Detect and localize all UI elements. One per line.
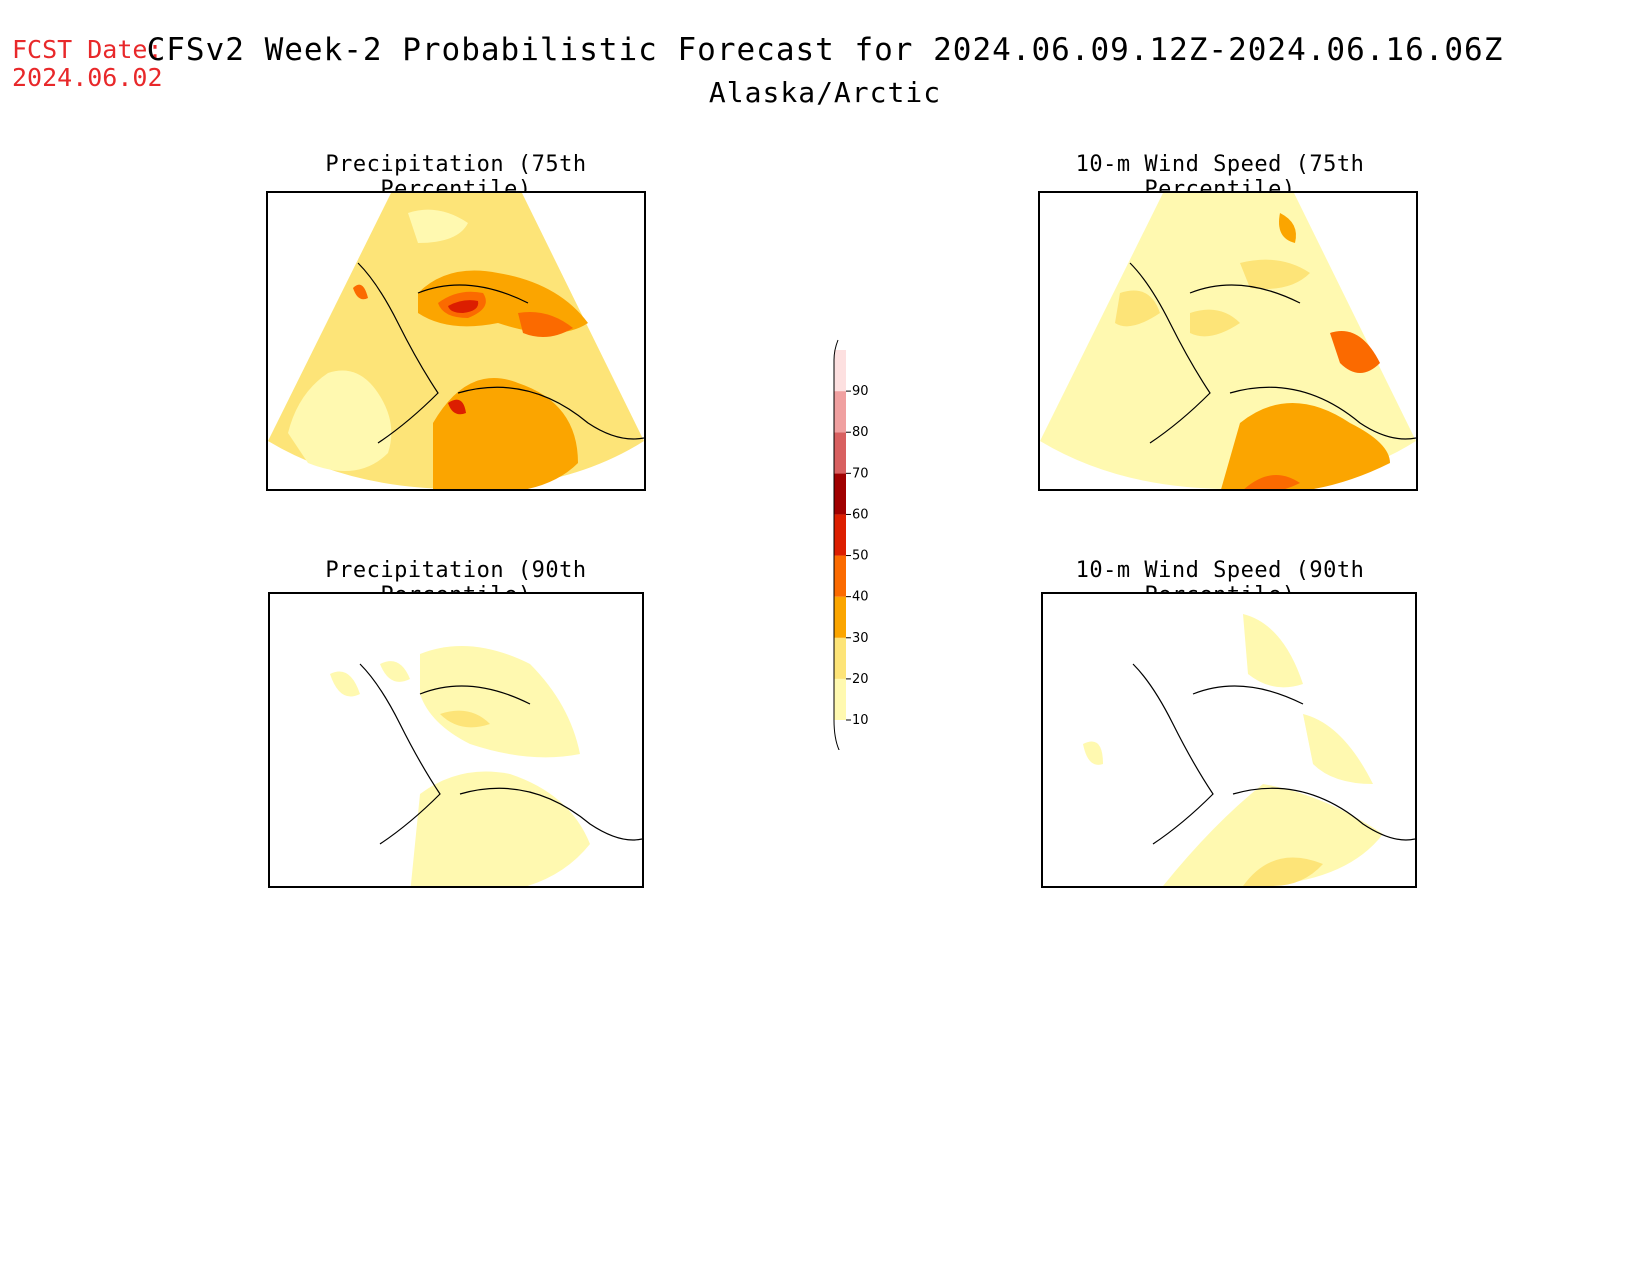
- colorbar-tick-label: 50: [852, 549, 869, 564]
- colorbar-tick-label: 90: [852, 384, 869, 399]
- colorbar-swatch: [834, 432, 846, 474]
- figure-title: CFSv2 Week-2 Probabilistic Forecast for …: [0, 32, 1650, 109]
- colorbar-swatch: [834, 678, 846, 720]
- map-precip-90: [268, 592, 644, 888]
- colorbar-tick-label: 70: [852, 466, 869, 481]
- colorbar-tick-label: 40: [852, 590, 869, 605]
- map-wind-75: [1038, 191, 1418, 491]
- panel-title-wind-75: 10-m Wind Speed (75th Percentile): [1075, 152, 1365, 202]
- colorbar-tick-label: 20: [852, 672, 869, 687]
- colorbar-swatch: [834, 350, 846, 392]
- fcst-label: FCST Date:: [12, 35, 163, 64]
- colorbar-tick-label: 80: [852, 425, 869, 440]
- forecast-date-label: FCST Date: 2024.06.02: [12, 36, 163, 92]
- colorbar-outline: [833, 339, 841, 753]
- region-subtitle: Alaska/Arctic: [708, 76, 942, 109]
- colorbar-swatch: [834, 596, 846, 638]
- colorbar-swatch: [834, 473, 846, 515]
- main-title: CFSv2 Week-2 Probabilistic Forecast for …: [146, 32, 1504, 68]
- colorbar-swatch: [834, 391, 846, 433]
- colorbar-tick-label: 10: [852, 713, 869, 728]
- map-precip-75: [266, 191, 646, 491]
- colorbar-swatch: [834, 514, 846, 556]
- colorbar-swatch: [834, 637, 846, 679]
- colorbar-tick-label: 60: [852, 507, 869, 522]
- colorbar-tick-label: 30: [852, 631, 869, 646]
- map-wind-90: [1041, 592, 1417, 888]
- colorbar-swatch: [834, 555, 846, 597]
- colorbar: 10 20 30 40 50 60 70 80 90: [820, 330, 900, 753]
- colorbar-svg: 10 20 30 40 50 60 70 80 90: [833, 339, 869, 753]
- fcst-date: 2024.06.02: [12, 63, 163, 92]
